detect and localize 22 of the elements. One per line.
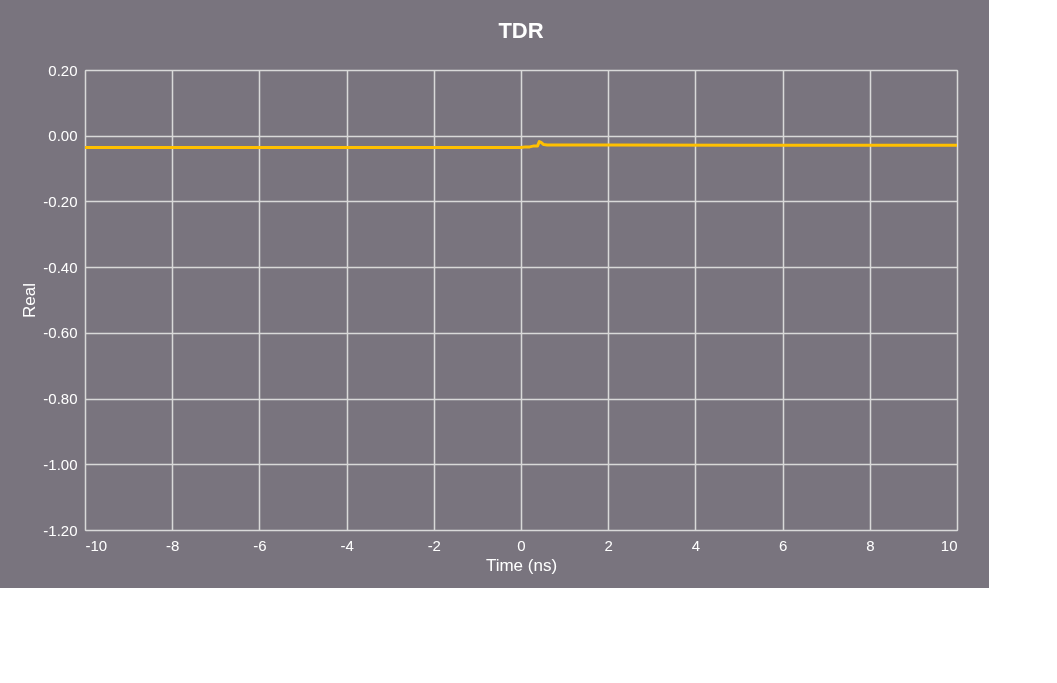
y-tick-label: 0.20 bbox=[48, 61, 78, 79]
y-tick-label: -0.60 bbox=[43, 324, 78, 342]
x-tick-label: -8 bbox=[166, 536, 180, 554]
x-axis-title: Time (ns) bbox=[485, 555, 558, 575]
y-tick-label: -1.20 bbox=[43, 521, 78, 539]
x-tick-label: 10 bbox=[940, 536, 958, 554]
y-tick-label: -0.40 bbox=[43, 258, 78, 276]
x-tick-label: 6 bbox=[778, 536, 788, 554]
y-tick-label: 0.00 bbox=[48, 127, 78, 145]
x-tick-label: 0 bbox=[517, 536, 526, 554]
x-tick-label: 4 bbox=[691, 536, 701, 554]
x-tick-label: -4 bbox=[340, 536, 354, 554]
chart-title: TDR bbox=[498, 18, 544, 43]
y-tick-label: -0.20 bbox=[43, 192, 78, 210]
x-tick-label: -2 bbox=[427, 536, 441, 554]
y-axis-title: Real bbox=[20, 283, 40, 318]
y-tick-label: -0.80 bbox=[43, 390, 78, 408]
x-tick-label: 8 bbox=[866, 536, 875, 554]
x-tick-label: -10 bbox=[85, 536, 108, 554]
x-tick-label: 2 bbox=[604, 536, 613, 554]
x-tick-label: -6 bbox=[253, 536, 267, 554]
y-tick-label: -1.00 bbox=[43, 455, 78, 473]
